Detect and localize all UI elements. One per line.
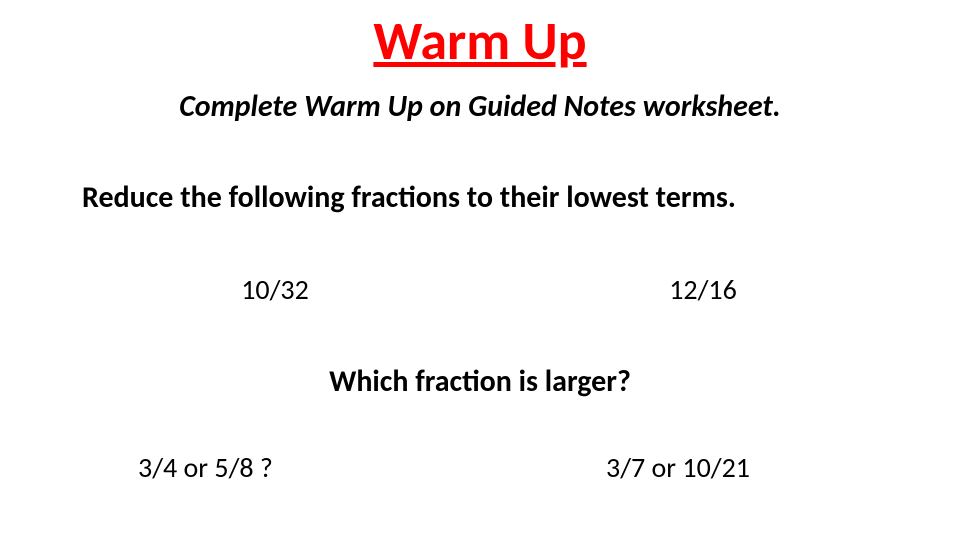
compare-right: 3/7 or 10/21 — [606, 450, 806, 485]
compare-fractions-row: 3/4 or 5/8 ? 3/7 or 10/21 — [0, 450, 960, 485]
compare-left: 3/4 or 5/8 ? — [138, 450, 338, 485]
reduce-fractions-row: 10/32 12/16 — [0, 272, 960, 307]
fraction-left: 10/32 — [200, 272, 350, 307]
slide-title: Warm Up — [0, 8, 960, 74]
slide-subtitle: Complete Warm Up on Guided Notes workshe… — [0, 88, 960, 125]
question-text: Which fraction is larger? — [0, 363, 960, 400]
instruction-text: Reduce the following fractions to their … — [0, 179, 960, 216]
fraction-right: 12/16 — [628, 272, 778, 307]
